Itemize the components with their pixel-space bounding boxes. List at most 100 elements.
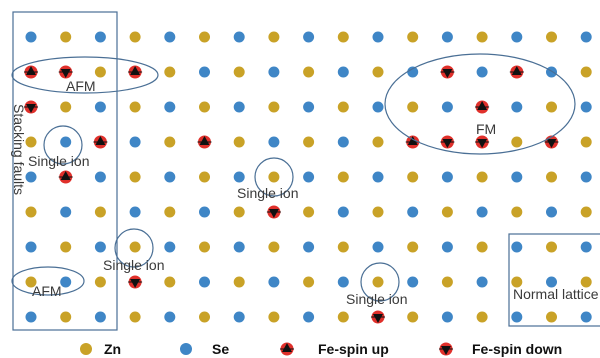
se-atom xyxy=(372,101,384,113)
fe-spin-down-legend-ion xyxy=(439,342,453,356)
se-atom xyxy=(511,31,523,43)
se-atom xyxy=(546,206,557,218)
stacking-faults-box xyxy=(12,11,118,331)
single-ion-circle-3 xyxy=(114,228,154,268)
se-atom xyxy=(580,241,592,253)
fe-spin-up-ion xyxy=(93,135,108,149)
se-atom xyxy=(441,101,453,113)
fe-spin-up-ion xyxy=(58,170,73,184)
legend-se-icon xyxy=(180,343,192,355)
se-atom xyxy=(303,31,315,43)
se-atom xyxy=(372,171,384,183)
se-atom xyxy=(233,241,245,253)
zn-atom xyxy=(164,276,176,288)
zn-atom xyxy=(441,276,453,288)
zn-atom xyxy=(441,206,453,218)
se-atom xyxy=(268,136,280,148)
se-atom xyxy=(268,276,280,288)
zn-atom xyxy=(94,66,106,78)
se-atom xyxy=(407,66,419,78)
se-atom xyxy=(164,311,176,323)
zn-atom xyxy=(476,31,488,43)
fe-spin-up-ion xyxy=(509,65,524,79)
zn-atom xyxy=(337,311,349,323)
se-atom xyxy=(441,171,453,183)
fe-spin-down-ion xyxy=(371,310,385,324)
fe-spin-up-ion xyxy=(24,65,38,79)
zn-atom xyxy=(199,311,210,323)
se-atom xyxy=(129,136,141,148)
normal-lattice-label: Normal lattice xyxy=(513,286,599,302)
single-ion-label-3: Single ion xyxy=(103,257,165,273)
zn-atom xyxy=(268,241,280,253)
zn-atom xyxy=(580,136,592,148)
se-atom xyxy=(94,31,106,43)
se-atom xyxy=(164,31,176,43)
legend-zn-label: Zn xyxy=(104,341,121,357)
se-atom xyxy=(441,31,453,43)
zn-atom xyxy=(546,101,557,113)
fe-spin-up-ion xyxy=(197,135,212,149)
zn-atom xyxy=(580,206,592,218)
zn-atom xyxy=(407,31,419,43)
zn-atom xyxy=(407,241,419,253)
afm-bottom-label: AFM xyxy=(32,283,62,299)
normal-lattice-box xyxy=(508,233,600,327)
legend-fe-up-label: Fe-spin up xyxy=(318,341,389,357)
zn-atom xyxy=(129,101,141,113)
zn-atom xyxy=(580,276,592,288)
se-atom xyxy=(94,241,106,253)
zn-atom xyxy=(233,136,245,148)
zn-atom xyxy=(199,171,210,183)
zn-atom xyxy=(546,171,557,183)
zn-atom xyxy=(268,171,280,183)
zn-atom xyxy=(25,206,37,218)
zn-atom xyxy=(511,276,523,288)
zn-atom xyxy=(60,311,72,323)
se-atom xyxy=(94,171,106,183)
se-atom xyxy=(199,66,210,78)
se-atom xyxy=(407,276,419,288)
zn-atom xyxy=(372,66,384,78)
zn-atom xyxy=(233,66,245,78)
se-atom xyxy=(303,171,315,183)
se-atom xyxy=(476,206,488,218)
single-ion-label-1: Single ion xyxy=(28,153,90,169)
se-atom xyxy=(337,276,349,288)
se-atom xyxy=(164,171,176,183)
zn-atom xyxy=(476,171,488,183)
single-ion-circle-1 xyxy=(43,125,83,165)
zn-atom xyxy=(60,101,72,113)
zn-atom xyxy=(303,66,315,78)
se-atom xyxy=(94,311,106,323)
fe-spin-down-ion xyxy=(24,100,38,114)
se-atom xyxy=(476,66,488,78)
se-atom xyxy=(372,241,384,253)
se-atom xyxy=(60,206,72,218)
zn-atom xyxy=(94,206,106,218)
zn-atom xyxy=(303,276,315,288)
zn-atom xyxy=(407,101,419,113)
zn-atom xyxy=(476,311,488,323)
se-atom xyxy=(546,276,557,288)
fm-label: FM xyxy=(476,121,496,137)
se-atom xyxy=(25,171,37,183)
zn-atom xyxy=(164,66,176,78)
zn-atom xyxy=(129,171,141,183)
zn-atom xyxy=(511,136,523,148)
se-atom xyxy=(303,101,315,113)
se-atom xyxy=(546,66,557,78)
zn-atom xyxy=(129,311,141,323)
zn-atom xyxy=(372,276,384,288)
zn-atom xyxy=(407,311,419,323)
zn-atom xyxy=(25,276,37,288)
se-atom xyxy=(580,311,592,323)
se-atom xyxy=(164,241,176,253)
zn-atom xyxy=(303,136,315,148)
se-atom xyxy=(303,311,315,323)
zn-atom xyxy=(476,241,488,253)
fe-spin-down-ion xyxy=(128,275,143,289)
zn-atom xyxy=(94,276,106,288)
zn-atom xyxy=(337,31,349,43)
se-atom xyxy=(60,276,72,288)
